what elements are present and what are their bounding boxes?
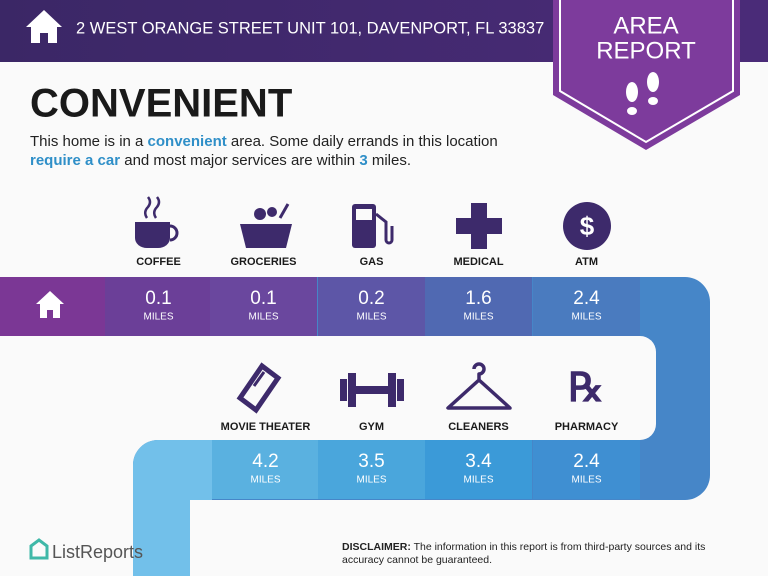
pharmacy-icon: ℞ [568,365,604,410]
distance-value: 0.2 [358,288,384,309]
description-text: and most major services are within [120,152,360,169]
distance-unit: MILES [356,312,386,323]
distance-value: 4.2 [252,451,278,472]
description-emphasis: require a car [30,152,121,169]
address: 2 WEST ORANGE STREET UNIT 101, DAVENPORT… [76,19,544,37]
distance-cell [533,277,640,336]
coffee-icon [135,196,179,248]
svg-text:℞: ℞ [568,365,604,410]
distance-value: 0.1 [145,288,171,309]
amenity-label: MOVIE THEATER [221,421,311,433]
home-cell-icon [36,291,64,318]
home-icon [26,10,62,43]
badge-border [559,0,734,144]
disclaimer: DISCLAIMER: The information in this repo… [342,541,742,567]
distance-unit: MILES [463,475,493,486]
amenity-label: GAS [360,256,384,268]
medical-icon [456,203,502,249]
distance-value: 2.4 [573,451,600,472]
disclaimer-text: The information in this report is from t… [342,541,706,566]
description-text: area. Some daily errands in this locatio… [226,133,498,150]
cleaners-icon [446,362,512,410]
description-emphasis: 3 [359,152,368,169]
description-text: This home is in a [30,133,148,150]
brand-logo: ListReports [29,538,143,562]
amenity-icons: $ ℞ [135,196,611,414]
description: This home is in a convenient area. Some … [30,132,530,170]
gym-icon [340,373,404,407]
distance-value: 2.4 [573,288,600,309]
distance-cell [212,440,319,499]
svg-text:$: $ [580,211,595,241]
badge [553,0,740,150]
amenity-label: ATM [575,256,598,268]
distance-unit: MILES [463,312,493,323]
distance-unit: MILES [571,475,601,486]
disclaimer-label: DISCLAIMER: [342,541,411,553]
distance-cell [533,440,640,499]
gas-icon [352,204,394,248]
amenity-label: CLEANERS [448,421,509,433]
footprints-icon [626,72,659,115]
description-text: miles. [367,152,412,169]
description-emphasis: convenient [147,133,227,150]
amenity-label: MEDICAL [453,256,503,268]
distance-cell [425,277,532,336]
amenity-label: GROCERIES [230,256,296,268]
distance-unit: MILES [250,475,280,486]
distance-value: 3.4 [465,451,492,472]
route-gap [0,336,656,440]
heading: CONVENIENT [30,82,292,126]
distance-value: 0.1 [250,288,276,309]
route-corner [133,440,212,576]
amenity-label: PHARMACY [555,421,619,433]
distance-value: 3.5 [358,451,384,472]
atm-icon: $ [563,202,611,250]
distance-cell [425,440,532,499]
distance-unit: MILES [356,475,386,486]
distance-cell [210,277,317,336]
distance-value: 1.6 [465,288,491,309]
distance-cell [318,440,425,499]
amenity-label: COFFEE [136,256,181,268]
distance-cell [105,277,212,336]
groceries-icon [240,203,292,248]
route-gap [190,500,768,576]
badge-line2: REPORT [596,37,696,64]
badge-line1: AREA [613,12,678,39]
distance-unit: MILES [248,312,278,323]
distance-unit: MILES [143,312,173,323]
amenity-label: GYM [359,421,384,433]
movie-icon [236,362,282,414]
brand: ListReports [52,542,143,562]
distance-cell [318,277,425,336]
distance-unit: MILES [571,312,601,323]
